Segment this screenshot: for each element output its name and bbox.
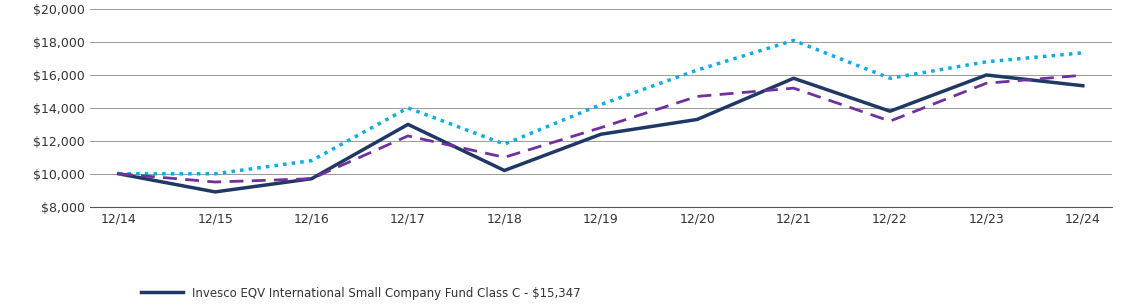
Legend: Invesco EQV International Small Company Fund Class C - $15,347, MSCI ACWI ex USA: Invesco EQV International Small Company … [137, 282, 585, 304]
